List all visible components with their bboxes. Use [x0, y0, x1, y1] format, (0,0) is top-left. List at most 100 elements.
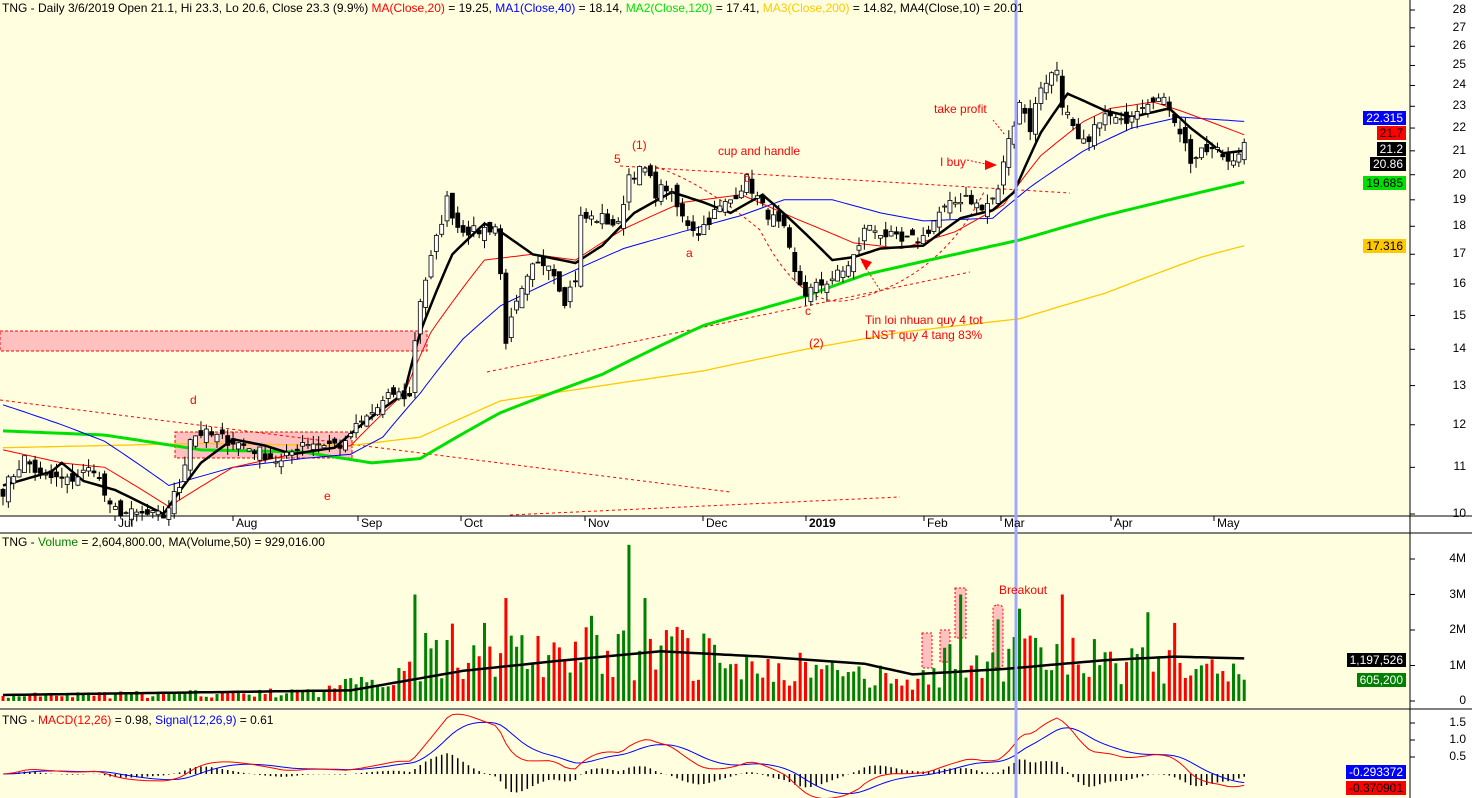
volume-bar — [279, 695, 283, 701]
volume-bar — [1119, 684, 1123, 701]
volume-bar — [172, 691, 176, 701]
volume-bar — [825, 665, 829, 701]
volume-bar — [461, 678, 465, 701]
price-tick-label: 21 — [1452, 142, 1466, 157]
signal-value-tag: -0.293372 — [1345, 765, 1406, 779]
volume-bar — [418, 681, 422, 701]
candle-up — [1081, 138, 1087, 144]
volume-tick-label: 3M — [1449, 586, 1466, 601]
ma10-value-tag: 20.86 — [1369, 157, 1406, 171]
volume-bar — [402, 670, 406, 701]
volume-bar — [643, 598, 647, 701]
volume-bar — [22, 696, 26, 701]
candle-down — [583, 211, 589, 219]
ma20-value: = 19.25, — [444, 1, 496, 15]
candle-up — [412, 340, 418, 393]
candle-down — [1150, 97, 1156, 103]
trendline — [486, 271, 971, 373]
candle-up — [423, 279, 429, 308]
volume-bar — [252, 696, 256, 701]
volume-bar — [1114, 663, 1118, 701]
month-label: Apr — [1114, 516, 1133, 530]
date-axis-strip — [0, 516, 1410, 533]
candle-down — [605, 213, 610, 225]
volume-bar — [985, 661, 989, 701]
candle-down — [551, 268, 557, 277]
candle-up — [1033, 103, 1038, 135]
candle-up — [112, 506, 118, 510]
ma10-label: MA4(Close,10) = 20.01 — [899, 1, 1024, 15]
candle-up — [1065, 111, 1071, 116]
candle-up — [829, 278, 835, 282]
candle-down — [926, 229, 931, 234]
volume-bar — [937, 687, 941, 701]
candle-down — [792, 251, 798, 273]
candle-up — [712, 209, 717, 219]
volume-bar — [916, 678, 920, 701]
price-tick-label: 11 — [1453, 459, 1466, 474]
candle-up — [861, 227, 867, 242]
volume-highlight — [921, 632, 933, 669]
candle-down — [1022, 107, 1028, 114]
candle-down — [631, 177, 637, 180]
wave-label-5: 5 — [614, 152, 621, 166]
volume-bar — [370, 679, 374, 701]
cup-curve — [649, 164, 986, 302]
volume-bar — [573, 641, 577, 701]
volume-bar — [846, 672, 850, 701]
macd-header-prefix: TNG - — [2, 713, 38, 727]
wave-label-a: a — [686, 246, 693, 260]
month-label: Nov — [588, 516, 610, 530]
volume-bar — [654, 669, 658, 701]
candle-up — [738, 190, 744, 199]
volume-bar — [269, 688, 272, 701]
month-label: Dec — [706, 516, 728, 530]
volume-bar — [1108, 651, 1112, 701]
volume-tick-label: 2M — [1449, 622, 1466, 636]
candle-down — [27, 461, 33, 465]
take-profit-label: take profit — [934, 102, 987, 116]
price-tick-label: 26 — [1452, 38, 1466, 53]
candle-up — [621, 204, 626, 229]
candle-down — [1188, 139, 1194, 164]
volume-bar — [263, 694, 267, 701]
candle-down — [38, 467, 43, 474]
volume-bar — [376, 685, 379, 701]
candle-up — [1043, 82, 1049, 94]
volume-bar — [595, 635, 599, 701]
candle-down — [1209, 146, 1215, 150]
candle-up — [257, 446, 263, 461]
volume-bar — [76, 692, 80, 701]
volume-bar — [1173, 622, 1177, 701]
wave-label-e: e — [324, 489, 331, 503]
volume-bar — [1066, 674, 1070, 701]
candle-down — [48, 470, 54, 479]
candle-down — [1027, 108, 1033, 133]
candle-up — [1054, 69, 1060, 76]
volume-bar — [814, 664, 818, 701]
candle-up — [840, 270, 846, 278]
candle-down — [59, 476, 65, 479]
volume-bar — [862, 678, 866, 701]
volume-ma50-line — [2, 650, 1245, 697]
volume-bar — [434, 639, 438, 701]
volume-bar — [1087, 676, 1091, 701]
candle-down — [118, 500, 124, 517]
volume-bar — [809, 677, 813, 701]
candle-up — [824, 283, 830, 293]
volume-bar — [162, 692, 165, 701]
candle-up — [728, 199, 733, 204]
volume-bar — [943, 647, 947, 701]
volume-bar — [28, 693, 32, 701]
candle-down — [449, 192, 455, 219]
candle-down — [401, 390, 407, 400]
volume-bar — [456, 667, 460, 701]
volume-bar — [1092, 639, 1096, 701]
volume-bar — [563, 658, 567, 701]
candle-down — [268, 453, 273, 460]
volume-bar — [991, 652, 995, 701]
volume-bar — [600, 673, 604, 701]
candle-down — [407, 393, 413, 397]
candle-down — [498, 228, 503, 275]
